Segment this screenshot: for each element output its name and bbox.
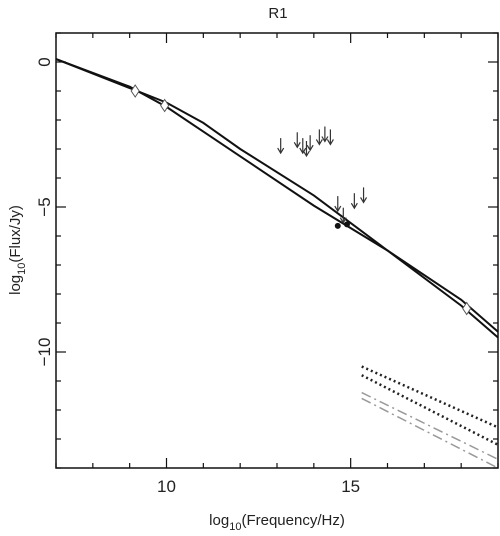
arrow-head	[277, 147, 285, 155]
y-tick-label: −10	[35, 338, 54, 367]
chart-title: R1	[268, 5, 287, 22]
arrow-head	[293, 141, 301, 149]
arrow-head	[326, 139, 334, 146]
arrow-head	[321, 136, 329, 143]
model-curve	[361, 391, 499, 460]
upper-limit-arrow	[306, 135, 314, 152]
model-curve	[361, 397, 499, 469]
model-curve	[55, 58, 499, 333]
diamond-point	[462, 301, 472, 316]
arrow-head	[306, 144, 314, 152]
y-axis-label: log10(Flux/Jy)	[7, 205, 28, 295]
diamond-point	[130, 84, 140, 98]
upper-limit-arrow	[321, 126, 329, 143]
x-tick-label: 10	[157, 477, 176, 496]
data-markers	[130, 84, 472, 316]
arrow-head	[302, 150, 310, 158]
upper-limit-arrow	[350, 193, 358, 210]
arrow-head	[360, 197, 368, 204]
upper-limit-arrow	[339, 207, 347, 224]
upper-limit-arrow	[334, 196, 342, 213]
arrow-head	[315, 139, 323, 146]
arrow-head	[299, 147, 307, 155]
filled-point	[343, 221, 350, 228]
arrow-head	[334, 205, 342, 213]
x-tick-label: 15	[341, 477, 360, 496]
upper-limit-arrow	[293, 132, 301, 149]
upper-limit-arrow	[299, 138, 307, 155]
upper-limit-arrow	[360, 187, 368, 204]
upper-limit-arrow	[277, 138, 285, 155]
arrow-head	[350, 202, 358, 210]
plot-frame	[55, 32, 499, 469]
model-curve	[361, 374, 499, 446]
x-axis-label: log10(Frequency/Hz)	[209, 512, 345, 533]
upper-limit-arrow	[315, 129, 323, 146]
upper-limit-arrow	[302, 141, 310, 158]
model-curve	[55, 58, 499, 339]
y-tick-label: 0	[35, 57, 54, 66]
filled-point	[334, 222, 341, 229]
arrow-head	[339, 217, 347, 224]
upper-limit-arrow	[326, 129, 334, 146]
y-tick-label: −5	[35, 197, 54, 216]
axis-ticks: 10 15 0 −5 −10	[35, 32, 499, 496]
diamond-point	[160, 98, 170, 113]
model-curve	[361, 365, 499, 429]
model-curves	[55, 58, 499, 469]
